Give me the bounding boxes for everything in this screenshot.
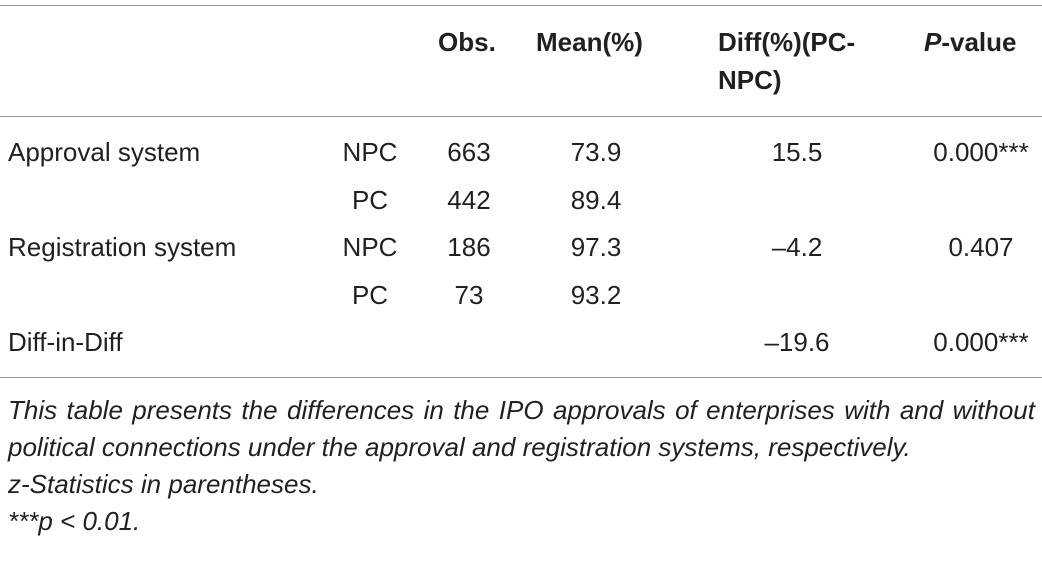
table-cell: 0.000*** bbox=[933, 137, 1029, 167]
table-cell: 15.5 bbox=[771, 137, 823, 167]
table-cell: 97.3 bbox=[570, 232, 622, 262]
header-rule bbox=[0, 116, 1042, 117]
table-cell: 93.2 bbox=[570, 279, 622, 310]
table-cell: 663 bbox=[447, 137, 491, 167]
top-rule bbox=[0, 5, 1042, 6]
note-line: ***p < 0.01. bbox=[8, 506, 141, 536]
header-cell: Mean(%) bbox=[536, 27, 643, 57]
table-cell: 0.407 bbox=[948, 232, 1014, 262]
header-cell: Diff(%)(PC-NPC) bbox=[718, 27, 856, 95]
table-cell: Registration system bbox=[8, 232, 237, 262]
table-cell: NPC bbox=[342, 232, 398, 262]
header-cell: Obs. bbox=[438, 27, 496, 57]
note-line: This table presents the differences in t… bbox=[8, 395, 1035, 462]
table-cell: 89.4 bbox=[570, 184, 622, 215]
table-notes: This table presents the differences in t… bbox=[8, 392, 1035, 540]
table-cell: 0.000*** bbox=[933, 327, 1029, 357]
table-cell: 73 bbox=[454, 279, 484, 310]
table-cell: NPC bbox=[342, 137, 398, 167]
table-cell: 186 bbox=[447, 232, 491, 262]
table-cell: –4.2 bbox=[771, 232, 823, 262]
header-cell: P-value bbox=[924, 27, 1017, 57]
table-cell: –19.6 bbox=[764, 327, 830, 357]
table-cell: PC bbox=[351, 184, 389, 215]
table-cell: 442 bbox=[447, 184, 491, 215]
header-text: P-value bbox=[924, 27, 1017, 57]
table-cell: PC bbox=[351, 279, 389, 310]
table-cell: Approval system bbox=[8, 137, 201, 167]
table-cell: Diff-in-Diff bbox=[8, 327, 123, 357]
note-line: z-Statistics in parentheses. bbox=[8, 469, 319, 499]
table-cell: 73.9 bbox=[570, 137, 622, 167]
bottom-rule bbox=[0, 377, 1042, 378]
